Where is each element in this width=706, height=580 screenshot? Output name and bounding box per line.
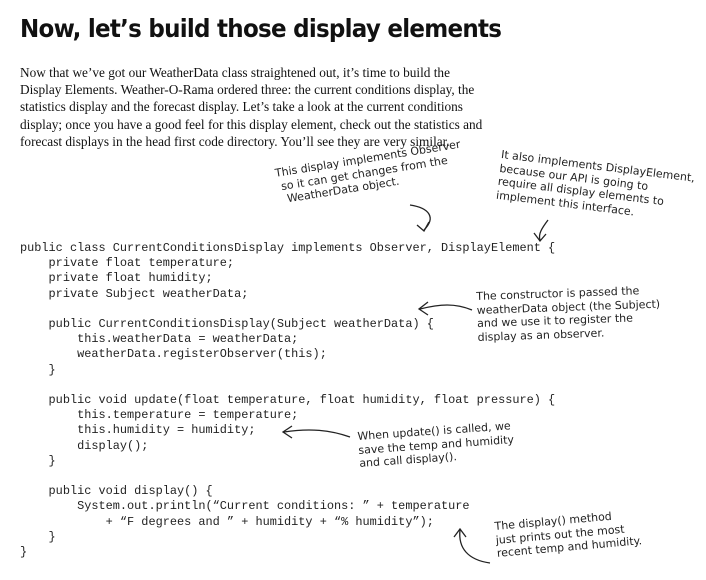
code-line: this.temperature = temperature; [20,408,299,423]
code-line: public CurrentConditionsDisplay(Subject … [20,317,434,332]
arrow-update-head [281,425,293,439]
page-title: Now, let’s build those display elements [20,14,502,43]
code-line: } [20,362,56,377]
code-line: this.weatherData = weatherData; [20,332,299,347]
code-line: } [20,529,56,544]
code-line: weatherData.registerObserver(this); [20,347,327,362]
code-line: private float humidity; [20,271,213,286]
code-line: System.out.println(“Current conditions: … [20,499,470,514]
intro-line: statistics display and the forecast disp… [20,99,463,115]
intro-line: display; once you have a good feel for t… [20,116,483,132]
code-block: public class CurrentConditionsDisplay im… [20,241,555,560]
code-line: public void display() { [20,484,213,499]
code-line: private Subject weatherData; [20,286,249,301]
code-line: + “F degrees and ” + humidity + “% humid… [20,514,434,529]
arrow-constructor [419,304,473,311]
code-line: display(); [20,438,149,453]
code-line: public void update(float temperature, fl… [20,393,556,408]
code-line: } [20,545,28,560]
code-line: public class CurrentConditionsDisplay im… [20,241,556,255]
arrow-constructor-head [417,301,429,316]
arrow-display-head [453,527,467,538]
arrow-observer-head [416,221,430,233]
intro-line: Now that we’ve got our WeatherData class… [20,65,450,80]
intro-line: forecast displays in the head first code… [20,133,450,149]
code-line: private float temperature; [20,256,235,271]
arrow-display-element [538,219,549,241]
arrow-display-element-head [533,232,547,243]
intro-paragraph: Now that we’ve got our WeatherData class… [20,64,520,150]
code-line: } [20,453,56,468]
arrow-update [283,429,351,438]
arrow-display [459,529,491,564]
intro-line: Display Elements. Weather-O-Rama ordered… [20,82,475,98]
code-line: this.humidity = humidity; [20,423,256,438]
